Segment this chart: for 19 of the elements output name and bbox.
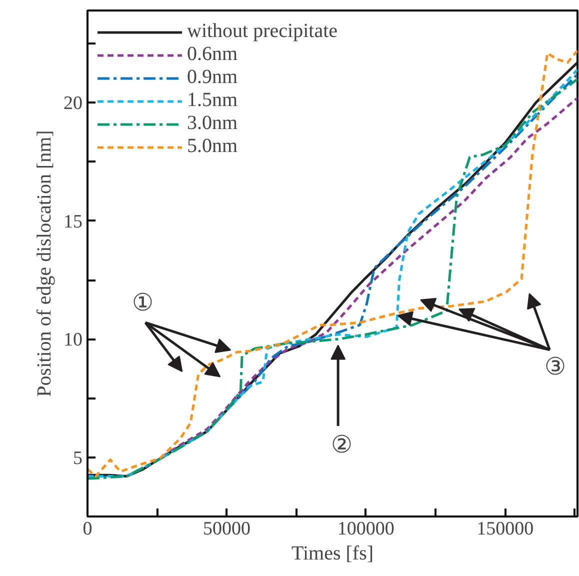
legend-label: without precipitate	[187, 20, 338, 43]
annotation: ②	[330, 432, 353, 459]
legend-label: 3.0nm	[187, 112, 238, 135]
x-tick-label: 50000	[202, 518, 250, 540]
x-tick-label: 150000	[476, 518, 534, 540]
annotation: ③	[544, 354, 567, 381]
y-tick-label: 5	[73, 448, 82, 469]
y-tick-label: 15	[64, 211, 82, 232]
annotation: ①	[132, 290, 154, 317]
legend-label: 1.5nm	[187, 89, 238, 112]
legend-label: 0.6nm	[187, 43, 238, 66]
y-tick-label: 20	[64, 93, 82, 114]
x-axis-title: Times [fs]	[291, 542, 374, 564]
legend-label: 0.9nm	[187, 66, 238, 89]
x-tick-label: 0	[82, 518, 92, 540]
legend-label: 5.0nm	[187, 135, 238, 158]
y-axis-title: Position of edge dislocation [nm]	[34, 130, 56, 397]
y-tick-label: 10	[64, 330, 82, 351]
x-tick-label: 100000	[337, 518, 394, 540]
